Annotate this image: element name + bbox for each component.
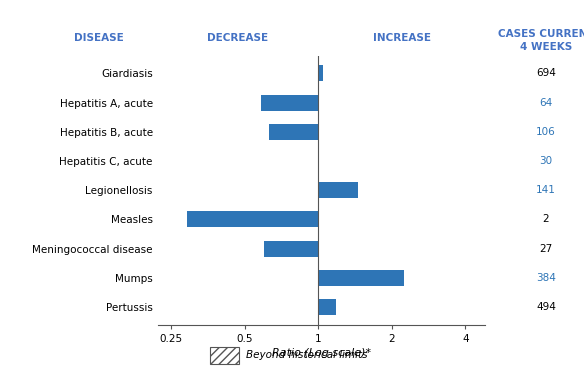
Text: 384: 384 — [536, 273, 556, 283]
Bar — [187, 211, 318, 228]
Bar — [318, 65, 324, 81]
Text: INCREASE: INCREASE — [373, 33, 430, 43]
Text: DECREASE: DECREASE — [207, 33, 269, 43]
Text: 64: 64 — [540, 98, 552, 108]
Bar — [260, 95, 318, 111]
Text: 4 WEEKS: 4 WEEKS — [520, 42, 572, 52]
Text: DISEASE: DISEASE — [74, 33, 124, 43]
Text: 141: 141 — [536, 185, 556, 195]
Text: 106: 106 — [536, 127, 556, 137]
Text: Beyond historical limits: Beyond historical limits — [246, 350, 368, 360]
Text: CASES CURRENT: CASES CURRENT — [498, 29, 584, 39]
Text: 2: 2 — [543, 214, 550, 225]
Bar — [318, 182, 358, 198]
Bar — [318, 270, 404, 286]
Bar — [269, 124, 318, 140]
Text: 494: 494 — [536, 302, 556, 312]
Text: 694: 694 — [536, 69, 556, 78]
X-axis label: Ratio (Log scale)*: Ratio (Log scale)* — [272, 348, 371, 358]
Text: 27: 27 — [540, 244, 552, 254]
Bar — [264, 241, 318, 257]
Text: 30: 30 — [540, 156, 552, 166]
Bar — [318, 299, 336, 315]
